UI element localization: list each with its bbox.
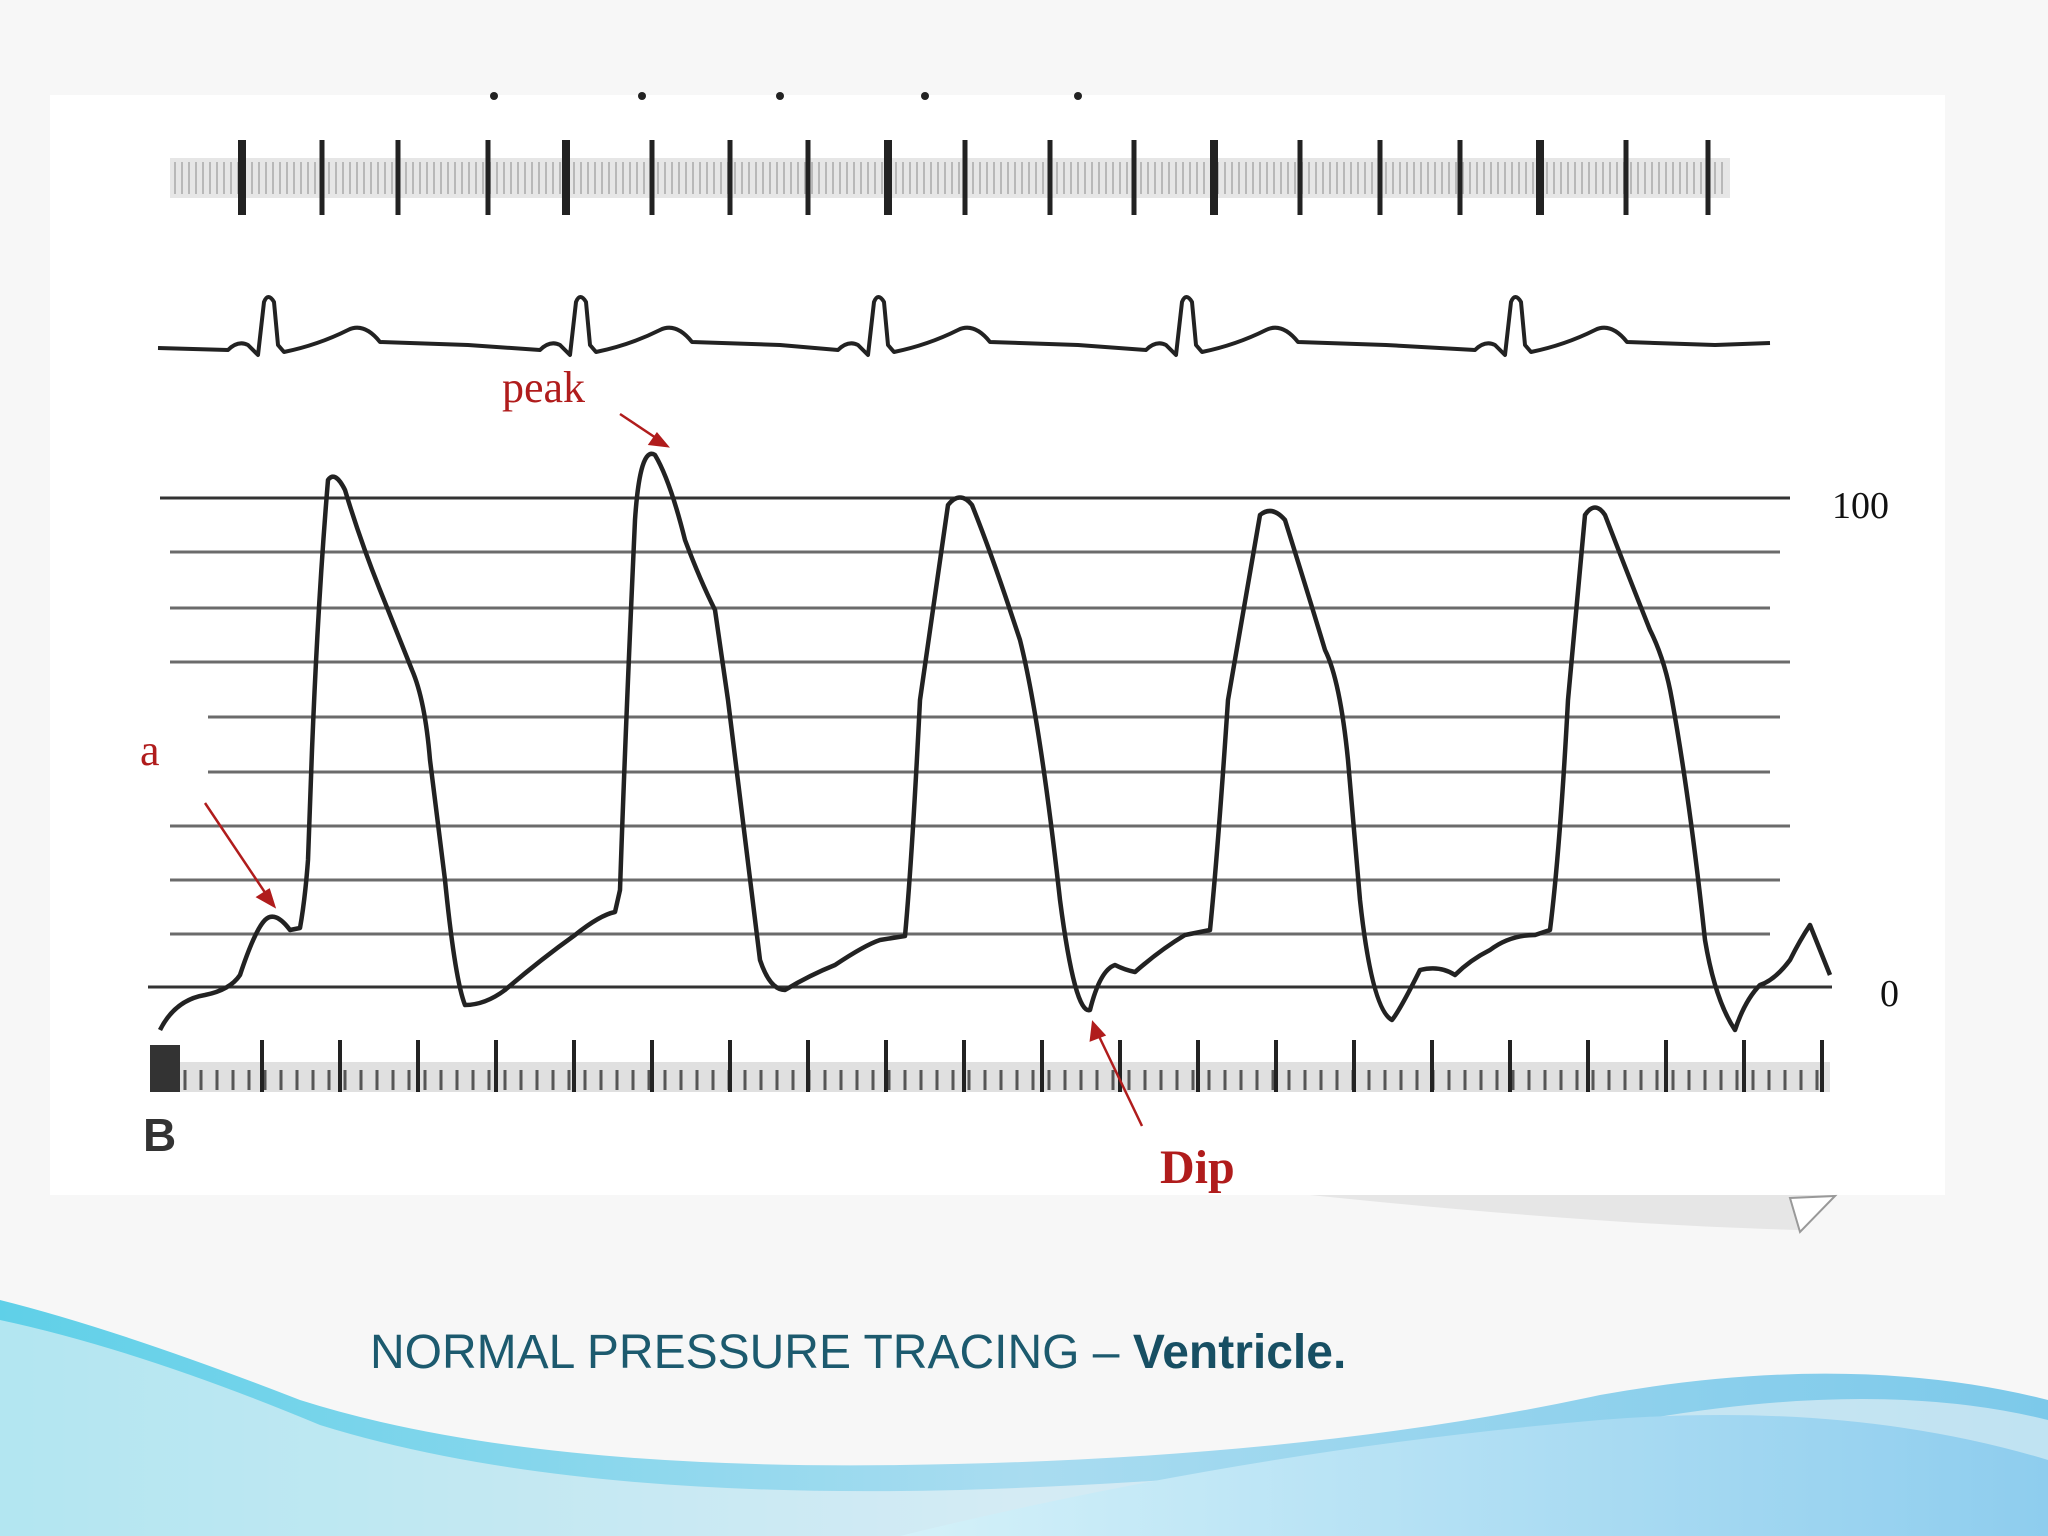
ventricular-pressure-trace <box>157 451 1833 1033</box>
a-wave-label: a <box>140 726 160 775</box>
page-curl-shadow <box>1310 1195 1835 1230</box>
top-marker <box>1074 92 1082 100</box>
top-marker <box>921 92 929 100</box>
label-a-background <box>100 712 208 784</box>
page-curl <box>1788 1194 1838 1234</box>
phonocardiogram-band <box>170 140 1730 215</box>
top-marker <box>490 92 498 100</box>
scale-max-label: 100 <box>1832 485 1889 527</box>
panel-letter: B <box>143 1109 177 1161</box>
figure-panel <box>50 95 1945 1195</box>
peak-label: peak <box>502 363 586 412</box>
ecg-trace <box>157 295 1771 357</box>
caption-text: NORMAL PRESSURE TRACING – <box>370 1326 1133 1379</box>
caption-bold: Ventricle. <box>1132 1326 1347 1379</box>
scale-zero-label: 0 <box>1880 973 1899 1015</box>
peak-arrowhead <box>647 431 670 448</box>
bottom-time-scale <box>150 1040 1830 1092</box>
a-arrowhead <box>255 888 277 909</box>
bottom-band-background <box>150 1062 1830 1092</box>
slide-caption: NORMAL PRESSURE TRACING – Ventricle. <box>370 1325 1346 1380</box>
bottom-band-start-block <box>150 1045 180 1092</box>
bottom-wave-front <box>900 1415 2048 1536</box>
dip-arrow <box>1094 1029 1144 1127</box>
dip-arrowhead <box>1089 1020 1107 1042</box>
top-time-markers <box>490 92 1082 100</box>
dip-label: Dip <box>1160 1141 1235 1194</box>
pressure-grid <box>148 496 1832 989</box>
a-arrow <box>203 802 272 901</box>
top-marker <box>638 92 646 100</box>
top-marker <box>776 92 784 100</box>
band-background <box>170 158 1730 198</box>
